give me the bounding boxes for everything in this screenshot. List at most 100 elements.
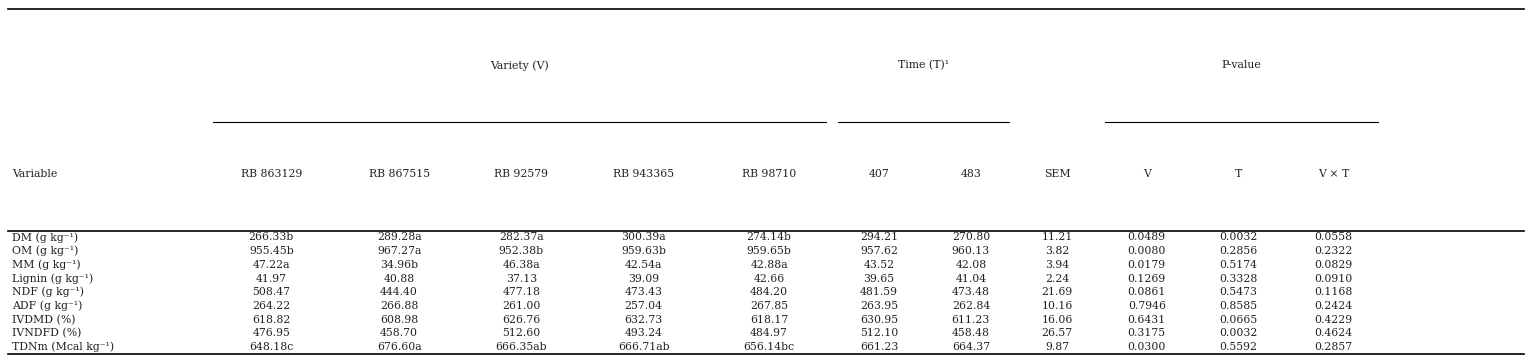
Text: 3.94: 3.94	[1046, 260, 1069, 270]
Text: 0.5174: 0.5174	[1220, 260, 1257, 270]
Text: 0.4229: 0.4229	[1315, 315, 1352, 325]
Text: 952.38b: 952.38b	[498, 246, 544, 256]
Text: 261.00: 261.00	[502, 301, 541, 311]
Text: RB 867515: RB 867515	[368, 169, 430, 179]
Text: 0.1168: 0.1168	[1313, 287, 1353, 297]
Text: 42.54a: 42.54a	[625, 260, 662, 270]
Text: 3.82: 3.82	[1046, 246, 1069, 256]
Text: 955.45b: 955.45b	[249, 246, 294, 256]
Text: 0.7946: 0.7946	[1128, 301, 1165, 311]
Text: 0.3175: 0.3175	[1128, 329, 1165, 338]
Text: 300.39a: 300.39a	[621, 232, 667, 242]
Text: 267.85: 267.85	[751, 301, 787, 311]
Text: 656.14bc: 656.14bc	[743, 342, 795, 352]
Text: 43.52: 43.52	[864, 260, 894, 270]
Text: 630.95: 630.95	[861, 315, 898, 325]
Text: 0.0861: 0.0861	[1127, 287, 1167, 297]
Text: Variable: Variable	[12, 169, 58, 179]
Text: 0.0489: 0.0489	[1128, 232, 1165, 242]
Text: V: V	[1142, 169, 1151, 179]
Text: 274.14b: 274.14b	[746, 232, 792, 242]
Text: 407: 407	[868, 169, 890, 179]
Text: 512.10: 512.10	[859, 329, 899, 338]
Text: 444.40: 444.40	[381, 287, 417, 297]
Text: 37.13: 37.13	[506, 273, 537, 284]
Text: 264.22: 264.22	[252, 301, 291, 311]
Text: RB 943365: RB 943365	[613, 169, 674, 179]
Text: 0.6431: 0.6431	[1127, 315, 1167, 325]
Text: IVNDFD (%): IVNDFD (%)	[12, 328, 81, 339]
Text: 473.48: 473.48	[953, 287, 989, 297]
Text: 34.96b: 34.96b	[381, 260, 417, 270]
Text: 42.08: 42.08	[956, 260, 986, 270]
Text: T: T	[1235, 169, 1242, 179]
Text: SEM: SEM	[1044, 169, 1070, 179]
Text: 611.23: 611.23	[951, 315, 991, 325]
Text: 676.60a: 676.60a	[376, 342, 422, 352]
Text: V × T: V × T	[1318, 169, 1349, 179]
Text: 39.09: 39.09	[628, 273, 659, 284]
Text: 0.0032: 0.0032	[1219, 232, 1258, 242]
Text: RB 98710: RB 98710	[742, 169, 797, 179]
Text: 618.82: 618.82	[252, 315, 291, 325]
Text: 21.69: 21.69	[1041, 287, 1073, 297]
Text: 41.97: 41.97	[255, 273, 287, 284]
Text: 632.73: 632.73	[624, 315, 664, 325]
Text: 0.0080: 0.0080	[1127, 246, 1167, 256]
Text: 0.0300: 0.0300	[1127, 342, 1167, 352]
Text: 46.38a: 46.38a	[503, 260, 540, 270]
Text: 484.97: 484.97	[751, 329, 787, 338]
Text: 266.33b: 266.33b	[249, 232, 294, 242]
Text: 0.0558: 0.0558	[1315, 232, 1352, 242]
Text: 16.06: 16.06	[1041, 315, 1073, 325]
Text: 262.84: 262.84	[951, 301, 991, 311]
Text: 626.76: 626.76	[502, 315, 541, 325]
Text: 9.87: 9.87	[1046, 342, 1069, 352]
Text: OM (g kg⁻¹): OM (g kg⁻¹)	[12, 246, 78, 256]
Text: 648.18c: 648.18c	[249, 342, 294, 352]
Text: 960.13: 960.13	[951, 246, 991, 256]
Text: 458.48: 458.48	[953, 329, 989, 338]
Text: 0.5592: 0.5592	[1220, 342, 1257, 352]
Text: 661.23: 661.23	[859, 342, 899, 352]
Text: 270.80: 270.80	[951, 232, 991, 242]
Text: 0.2424: 0.2424	[1315, 301, 1352, 311]
Text: 508.47: 508.47	[252, 287, 291, 297]
Text: 42.88a: 42.88a	[751, 260, 787, 270]
Text: RB 92579: RB 92579	[494, 169, 549, 179]
Text: 40.88: 40.88	[384, 273, 414, 284]
Text: 39.65: 39.65	[864, 273, 894, 284]
Text: P-value: P-value	[1222, 60, 1261, 70]
Text: 473.43: 473.43	[625, 287, 662, 297]
Text: 41.04: 41.04	[956, 273, 986, 284]
Text: 664.37: 664.37	[953, 342, 989, 352]
Text: 957.62: 957.62	[861, 246, 898, 256]
Text: ADF (g kg⁻¹): ADF (g kg⁻¹)	[12, 301, 83, 311]
Text: 608.98: 608.98	[379, 315, 419, 325]
Text: 483: 483	[960, 169, 982, 179]
Text: 0.0032: 0.0032	[1219, 329, 1258, 338]
Text: 10.16: 10.16	[1041, 301, 1073, 311]
Text: NDF (g kg⁻¹): NDF (g kg⁻¹)	[12, 287, 84, 298]
Text: 666.71ab: 666.71ab	[618, 342, 670, 352]
Text: 476.95: 476.95	[252, 329, 291, 338]
Text: Variety (V): Variety (V)	[489, 60, 549, 71]
Text: 493.24: 493.24	[625, 329, 662, 338]
Text: 0.0910: 0.0910	[1313, 273, 1353, 284]
Text: 512.60: 512.60	[502, 329, 541, 338]
Text: 11.21: 11.21	[1041, 232, 1073, 242]
Text: TDNm (Mcal kg⁻¹): TDNm (Mcal kg⁻¹)	[12, 342, 115, 352]
Text: 0.8585: 0.8585	[1220, 301, 1257, 311]
Text: RB 863129: RB 863129	[240, 169, 303, 179]
Text: 289.28a: 289.28a	[376, 232, 422, 242]
Text: 0.3328: 0.3328	[1219, 273, 1258, 284]
Text: 0.5473: 0.5473	[1220, 287, 1257, 297]
Text: 282.37a: 282.37a	[498, 232, 544, 242]
Text: 458.70: 458.70	[381, 329, 417, 338]
Text: 0.2857: 0.2857	[1315, 342, 1352, 352]
Text: 484.20: 484.20	[751, 287, 787, 297]
Text: 481.59: 481.59	[861, 287, 898, 297]
Text: 477.18: 477.18	[503, 287, 540, 297]
Text: 967.27a: 967.27a	[376, 246, 422, 256]
Text: 0.0179: 0.0179	[1128, 260, 1165, 270]
